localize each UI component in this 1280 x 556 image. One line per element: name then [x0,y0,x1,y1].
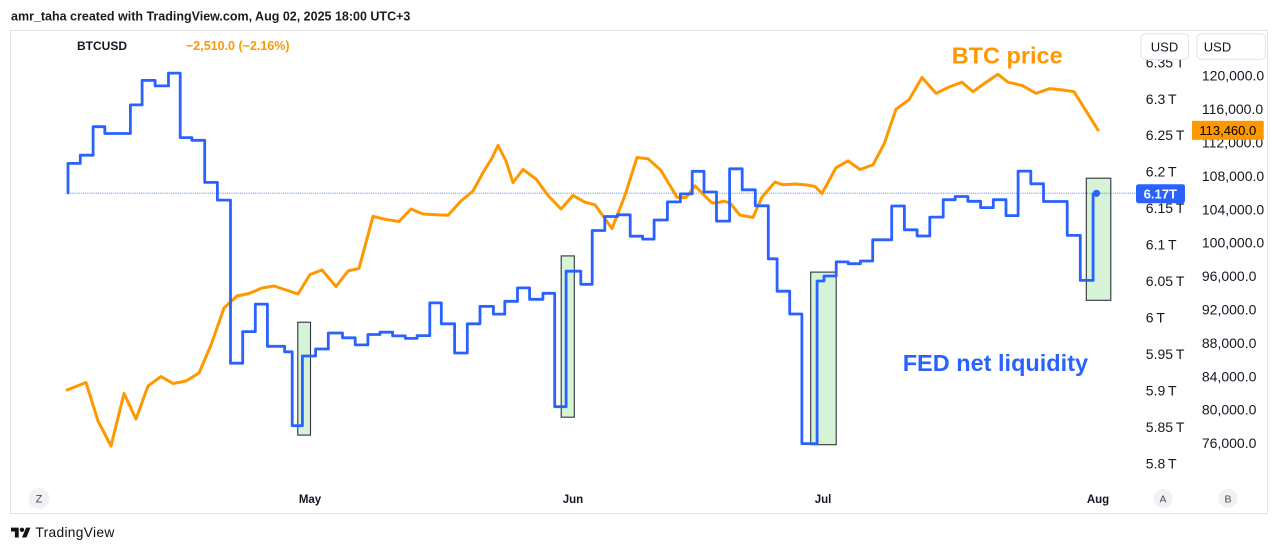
svg-text:80,000.0: 80,000.0 [1202,402,1257,418]
svg-text:116,000.0: 116,000.0 [1202,101,1263,117]
svg-text:108,000.0: 108,000.0 [1202,168,1264,184]
svg-text:76,000.0: 76,000.0 [1202,435,1257,451]
svg-text:6.05 T: 6.05 T [1146,273,1185,289]
svg-text:May: May [299,494,322,506]
svg-text:BTC price: BTC price [952,43,1063,69]
svg-text:6.15 T: 6.15 T [1146,200,1185,216]
svg-text:6.1 T: 6.1 T [1146,237,1177,253]
svg-text:A: A [1159,494,1166,506]
svg-text:Aug: Aug [1087,494,1109,506]
svg-text:Jun: Jun [563,494,583,506]
svg-text:USD: USD [1151,39,1178,54]
svg-text:BTCUSD: BTCUSD [77,39,127,53]
svg-text:120,000.0: 120,000.0 [1202,68,1264,84]
svg-text:88,000.0: 88,000.0 [1202,335,1257,351]
svg-text:96,000.0: 96,000.0 [1202,268,1257,284]
svg-text:6.17T: 6.17T [1144,186,1177,201]
svg-text:FED net liquidity: FED net liquidity [903,350,1088,376]
svg-text:100,000.0: 100,000.0 [1202,235,1264,251]
svg-text:TradingView: TradingView [35,525,114,540]
svg-text:5.85 T: 5.85 T [1146,419,1185,435]
svg-text:92,000.0: 92,000.0 [1202,302,1257,318]
svg-text:6.3 T: 6.3 T [1146,91,1177,107]
svg-text:5.95 T: 5.95 T [1146,346,1185,362]
svg-text:5.9 T: 5.9 T [1146,382,1177,398]
svg-text:Jul: Jul [815,494,832,506]
svg-text:104,000.0: 104,000.0 [1202,201,1264,217]
svg-text:6.25 T: 6.25 T [1146,127,1185,143]
svg-text:6.2 T: 6.2 T [1146,164,1177,180]
svg-text:5.8 T: 5.8 T [1146,455,1177,471]
svg-text:B: B [1224,494,1231,506]
svg-text:amr_taha created with TradingV: amr_taha created with TradingView.com, A… [11,10,410,24]
svg-text:USD: USD [1204,39,1231,54]
svg-text:6 T: 6 T [1146,310,1166,326]
svg-text:84,000.0: 84,000.0 [1202,368,1257,384]
svg-text:Z: Z [36,494,43,506]
svg-text:113,460.0: 113,460.0 [1199,123,1256,138]
svg-text:−2,510.0 (−2.16%): −2,510.0 (−2.16%) [186,39,290,53]
